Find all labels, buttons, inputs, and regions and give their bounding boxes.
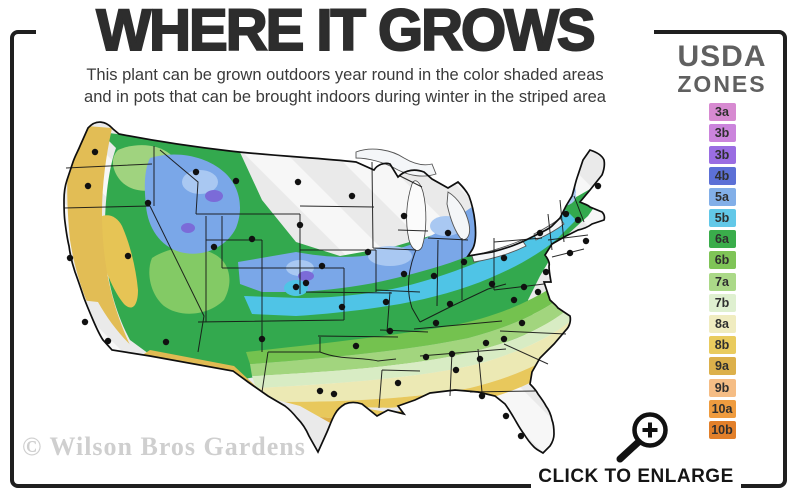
zone-chip: 5a bbox=[708, 187, 736, 206]
zone-chip: 3a bbox=[708, 103, 736, 122]
zone-chip: 9a bbox=[708, 357, 736, 376]
zone-chip: 10b bbox=[708, 420, 736, 439]
zone-chip: 10a bbox=[708, 399, 736, 418]
lake-michigan bbox=[406, 180, 427, 251]
zone-chip: 3b bbox=[708, 124, 736, 143]
zone-chip: 9b bbox=[708, 378, 736, 397]
page-title: WHERE IT GROWS bbox=[95, 0, 596, 63]
zone-chip: 3b bbox=[708, 145, 736, 164]
magnifier-icon[interactable] bbox=[612, 407, 674, 465]
zone-chip: 8b bbox=[708, 336, 736, 355]
zone-chip: 4b bbox=[708, 166, 736, 185]
zone-chip: 8a bbox=[708, 315, 736, 334]
watermark: © Wilson Bros Gardens bbox=[22, 432, 306, 461]
subtitle-line-2: and in pots that can be brought indoors … bbox=[84, 87, 606, 106]
legend-title-zones: ZONES bbox=[677, 71, 767, 97]
subtitle-line-1: This plant can be grown outdoors year ro… bbox=[86, 66, 604, 84]
zone-chip: 6a bbox=[708, 230, 736, 249]
zone-chip: 7a bbox=[708, 272, 736, 291]
usda-zones-legend: USDA ZONES 3a 3b 3b 4b 5a 5b 6a 6b 7a 7b… bbox=[662, 42, 782, 442]
header: WHERE IT GROWS This plant can be grown o… bbox=[36, 0, 654, 113]
click-to-enlarge-button[interactable]: CLICK TO ENLARGE bbox=[531, 463, 741, 491]
subtitle: This plant can be grown outdoors year ro… bbox=[36, 65, 654, 109]
zone-chip: 5b bbox=[708, 209, 736, 228]
state-borders bbox=[63, 146, 589, 409]
legend-title-usda: USDA bbox=[677, 40, 767, 73]
zone-chip: 6b bbox=[708, 251, 736, 270]
zone-chip: 7b bbox=[708, 293, 736, 312]
legend-chip-list: 3a 3b 3b 4b 5a 5b 6a 6b 7a 7b 8a 8b 9a 9… bbox=[662, 103, 782, 439]
city-dots bbox=[66, 148, 602, 440]
